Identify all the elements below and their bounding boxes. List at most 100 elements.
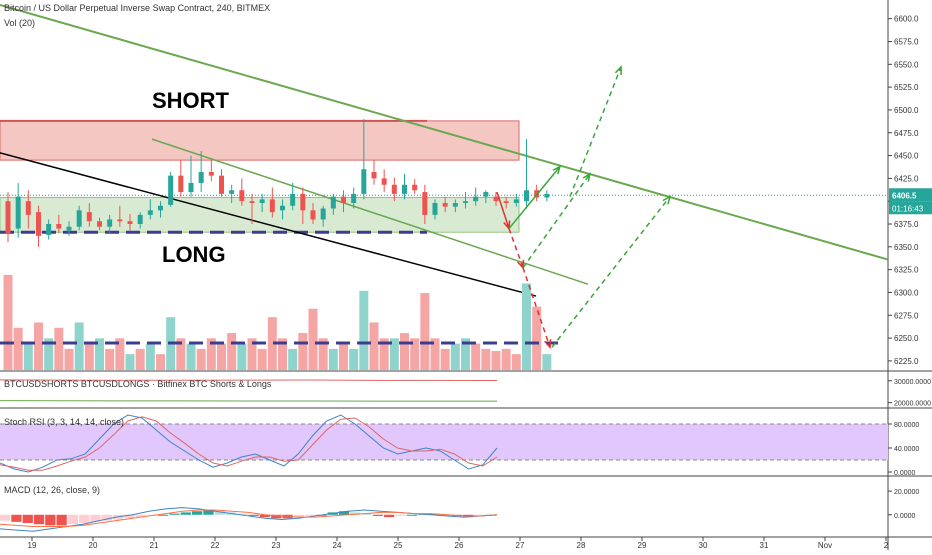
candle-body [433, 203, 438, 215]
volume-bar [522, 283, 531, 370]
stoch-tick-label: 40.0000 [894, 446, 919, 453]
stoch-tick-label: 0.0000 [894, 470, 916, 477]
short-zone [0, 121, 519, 160]
candle-body [36, 212, 41, 236]
macd-tick-label: 20.0000 [894, 489, 919, 496]
volume-bar [156, 354, 165, 370]
macd-histogram-bar [23, 515, 33, 523]
candle-body [67, 227, 72, 231]
volume-bar [85, 344, 94, 370]
candle-body [158, 206, 163, 211]
volume-bar [227, 333, 236, 370]
volume-bar [309, 309, 318, 370]
volume-bar [542, 354, 551, 370]
candle-body [463, 201, 468, 203]
volume-bar [237, 344, 246, 370]
candle-body [168, 176, 173, 205]
price-tick-label: 6500.0 [894, 106, 919, 115]
shorts-longs-tick-label: 30000.0000 [894, 379, 931, 386]
macd-histogram-bar [384, 515, 394, 517]
candle-body [219, 176, 224, 194]
candle-body [412, 185, 417, 190]
candle-body [209, 172, 214, 176]
macd-histogram-bar [79, 515, 89, 523]
price-tick-label: 6425.0 [894, 174, 919, 183]
countdown-text: 01:16:43 [892, 204, 924, 213]
x-tick-label: 22 [211, 541, 220, 550]
x-tick-label: 29 [638, 541, 647, 550]
x-tick-label: 21 [150, 541, 159, 550]
candle-body [524, 190, 529, 201]
green-dashed-arrow-2 [552, 197, 670, 348]
candle-body [331, 197, 336, 209]
candle-body [26, 201, 31, 215]
volume-bar [197, 349, 206, 370]
last-price-text: 6406.5 [892, 191, 917, 200]
macd-histogram-bar [192, 511, 202, 515]
volume-bar [502, 349, 511, 370]
volume-bar [54, 328, 63, 370]
x-tick-label: 2 [884, 541, 889, 550]
candle-body [97, 221, 102, 226]
x-tick-label: 27 [516, 541, 525, 550]
price-tick-label: 6350.0 [894, 243, 919, 252]
price-tick-label: 6300.0 [894, 288, 919, 297]
candle-body [117, 219, 122, 221]
candle-body [138, 215, 143, 224]
candle-body [544, 194, 549, 198]
volume-bar [481, 349, 490, 370]
short-zone-label: SHORT [152, 88, 229, 114]
green-dashed-arrow-3 [570, 67, 621, 197]
candle-body [311, 210, 316, 219]
volume-bar [492, 351, 501, 370]
candle-body [372, 172, 377, 178]
volume-bar [258, 349, 267, 370]
macd-tick-label: 0.0000 [894, 513, 916, 520]
macd-histogram-bar [0, 515, 10, 521]
volume-bar [146, 344, 155, 370]
price-tick-label: 6250.0 [894, 334, 919, 343]
volume-bar [24, 344, 33, 370]
candle-body [280, 206, 285, 211]
candle-body [351, 194, 356, 203]
x-tick-label: 26 [455, 541, 464, 550]
volume-bar [471, 344, 480, 370]
volume-bar [298, 333, 307, 370]
candle-body [199, 172, 204, 183]
stoch-tick-label: 80.0000 [894, 422, 919, 429]
volume-label: Vol (20) [4, 18, 35, 28]
volume-bar [329, 349, 338, 370]
x-tick-label: Nov [818, 541, 832, 550]
candle-body [453, 203, 458, 207]
price-tick-label: 6475.0 [894, 129, 919, 138]
macd-histogram-bar [56, 515, 66, 526]
price-tick-label: 6550.0 [894, 60, 919, 69]
macd-title: MACD (12, 26, close, 9) [4, 485, 100, 495]
price-tick-label: 6275.0 [894, 311, 919, 320]
volume-bar [34, 323, 43, 371]
price-tick-label: 6325.0 [894, 266, 919, 275]
volume-bar [370, 323, 379, 371]
candle-body [87, 212, 92, 221]
candle-body [443, 203, 448, 207]
candle-body [341, 197, 346, 203]
candle-body [402, 185, 407, 194]
stoch-band [0, 424, 888, 460]
macd-histogram-bar [181, 512, 191, 514]
volume-bar [126, 354, 135, 370]
price-tick-label: 6375.0 [894, 220, 919, 229]
candle-body [189, 183, 194, 192]
candle-body [46, 224, 51, 235]
candle-body [56, 224, 61, 229]
x-tick-label: 24 [333, 541, 342, 550]
volume-bar [288, 349, 297, 370]
candle-body [229, 190, 234, 194]
volume-bar [105, 349, 114, 370]
volume-bar [65, 349, 74, 370]
candle-body [178, 176, 183, 192]
price-tick-label: 6600.0 [894, 15, 919, 24]
candle-body [270, 199, 275, 212]
x-tick-label: 25 [394, 541, 403, 550]
